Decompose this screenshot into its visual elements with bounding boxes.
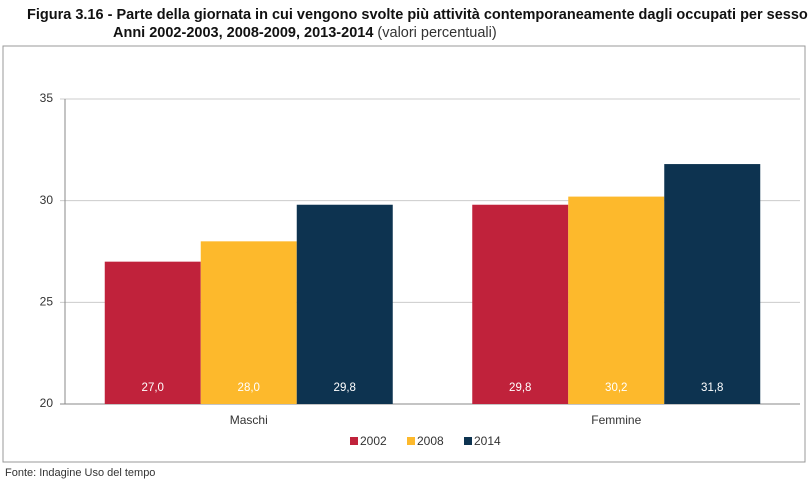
bar: [104, 261, 201, 404]
value-label: 29,8: [334, 382, 356, 394]
x-tick-label: Femmine: [591, 413, 641, 427]
chart-title: Figura 3.16 - Parte della giornata in cu…: [27, 7, 809, 23]
value-label: 27,0: [142, 382, 164, 394]
legend-swatch: [407, 437, 415, 445]
y-tick-label: 20: [40, 396, 54, 410]
legend-swatch: [350, 437, 358, 445]
value-label: 30,2: [605, 382, 627, 394]
legend-label: 2002: [360, 434, 387, 448]
y-tick-label: 30: [40, 193, 54, 207]
chart-title: Anni 2002-2003, 2008-2009, 2013-2014 (va…: [113, 25, 497, 41]
legend-label: 2014: [474, 434, 501, 448]
bar: [200, 241, 297, 404]
y-tick-label: 35: [40, 91, 54, 105]
chart-frame: [2, 45, 806, 463]
source: Fonte: Indagine Uso del tempo: [5, 467, 155, 479]
legend-label: 2008: [417, 434, 444, 448]
bar: [664, 164, 761, 404]
bar: [568, 196, 665, 404]
bar: [472, 204, 569, 404]
value-label: 31,8: [701, 382, 723, 394]
value-label: 29,8: [509, 382, 531, 394]
bar: [296, 204, 393, 404]
y-tick-label: 25: [40, 295, 54, 309]
x-tick-label: Maschi: [230, 413, 268, 427]
value-label: 28,0: [238, 382, 260, 394]
legend-swatch: [464, 437, 472, 445]
